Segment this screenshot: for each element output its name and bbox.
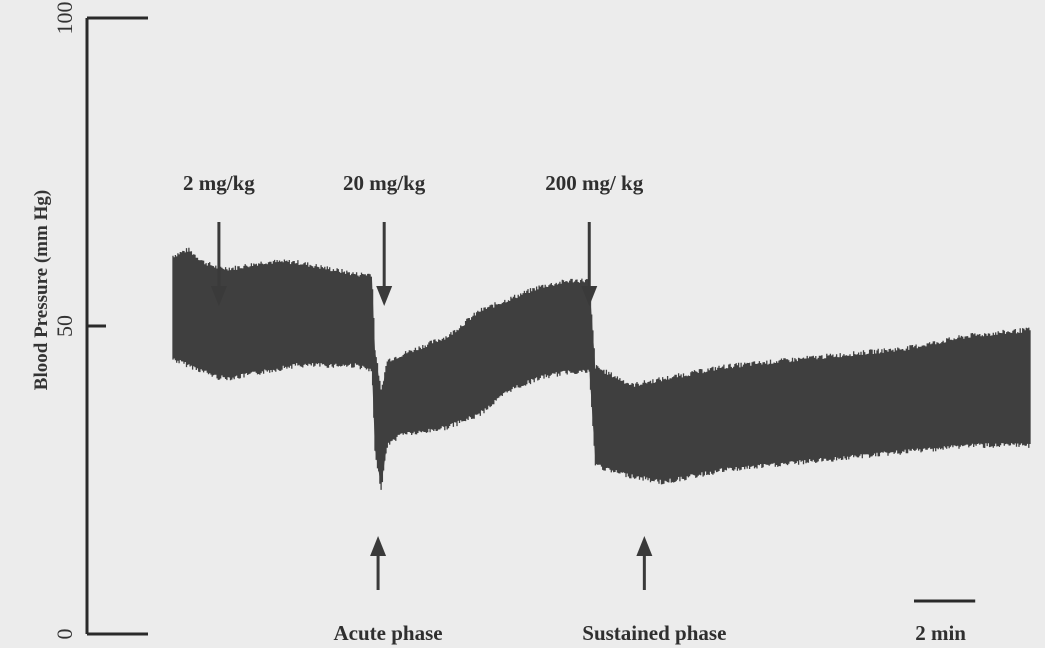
y-tick-label: 50 [52, 315, 77, 337]
dose-arrow-head [581, 286, 598, 306]
dose-label: 2 mg/kg [183, 171, 255, 195]
dose-marker: 2 mg/kg [183, 171, 255, 306]
dose-markers: 2 mg/kg 20 mg/kg 200 mg/ kg [183, 171, 644, 306]
dose-label: 200 mg/ kg [545, 171, 644, 195]
scale-bar-label: 2 min [915, 621, 966, 645]
y-tick-label: 0 [52, 629, 77, 640]
blood-pressure-trace [172, 247, 1031, 490]
dose-arrow-head [210, 286, 227, 306]
phase-label: Sustained phase [582, 621, 726, 645]
y-axis-label: Blood Pressure (mm Hg) [31, 190, 52, 390]
time-scale-bar: 2 min [914, 599, 976, 645]
dose-marker: 200 mg/ kg [545, 171, 644, 306]
phase-arrow-head [370, 536, 387, 556]
dose-arrow-head [376, 286, 393, 306]
phase-marker: Acute phase [334, 536, 443, 645]
dose-marker: 20 mg/kg [343, 171, 426, 306]
dose-label: 20 mg/kg [343, 171, 426, 195]
phase-arrow-head [636, 536, 653, 556]
y-axis-ticks: 0 50 100 [52, 2, 148, 640]
y-tick-label: 100 [52, 2, 77, 35]
phase-marker: Sustained phase [582, 536, 726, 645]
phase-label: Acute phase [334, 621, 443, 645]
trace-oscillation [172, 247, 1031, 490]
phase-markers: Acute phase Sustained phase [334, 536, 726, 645]
